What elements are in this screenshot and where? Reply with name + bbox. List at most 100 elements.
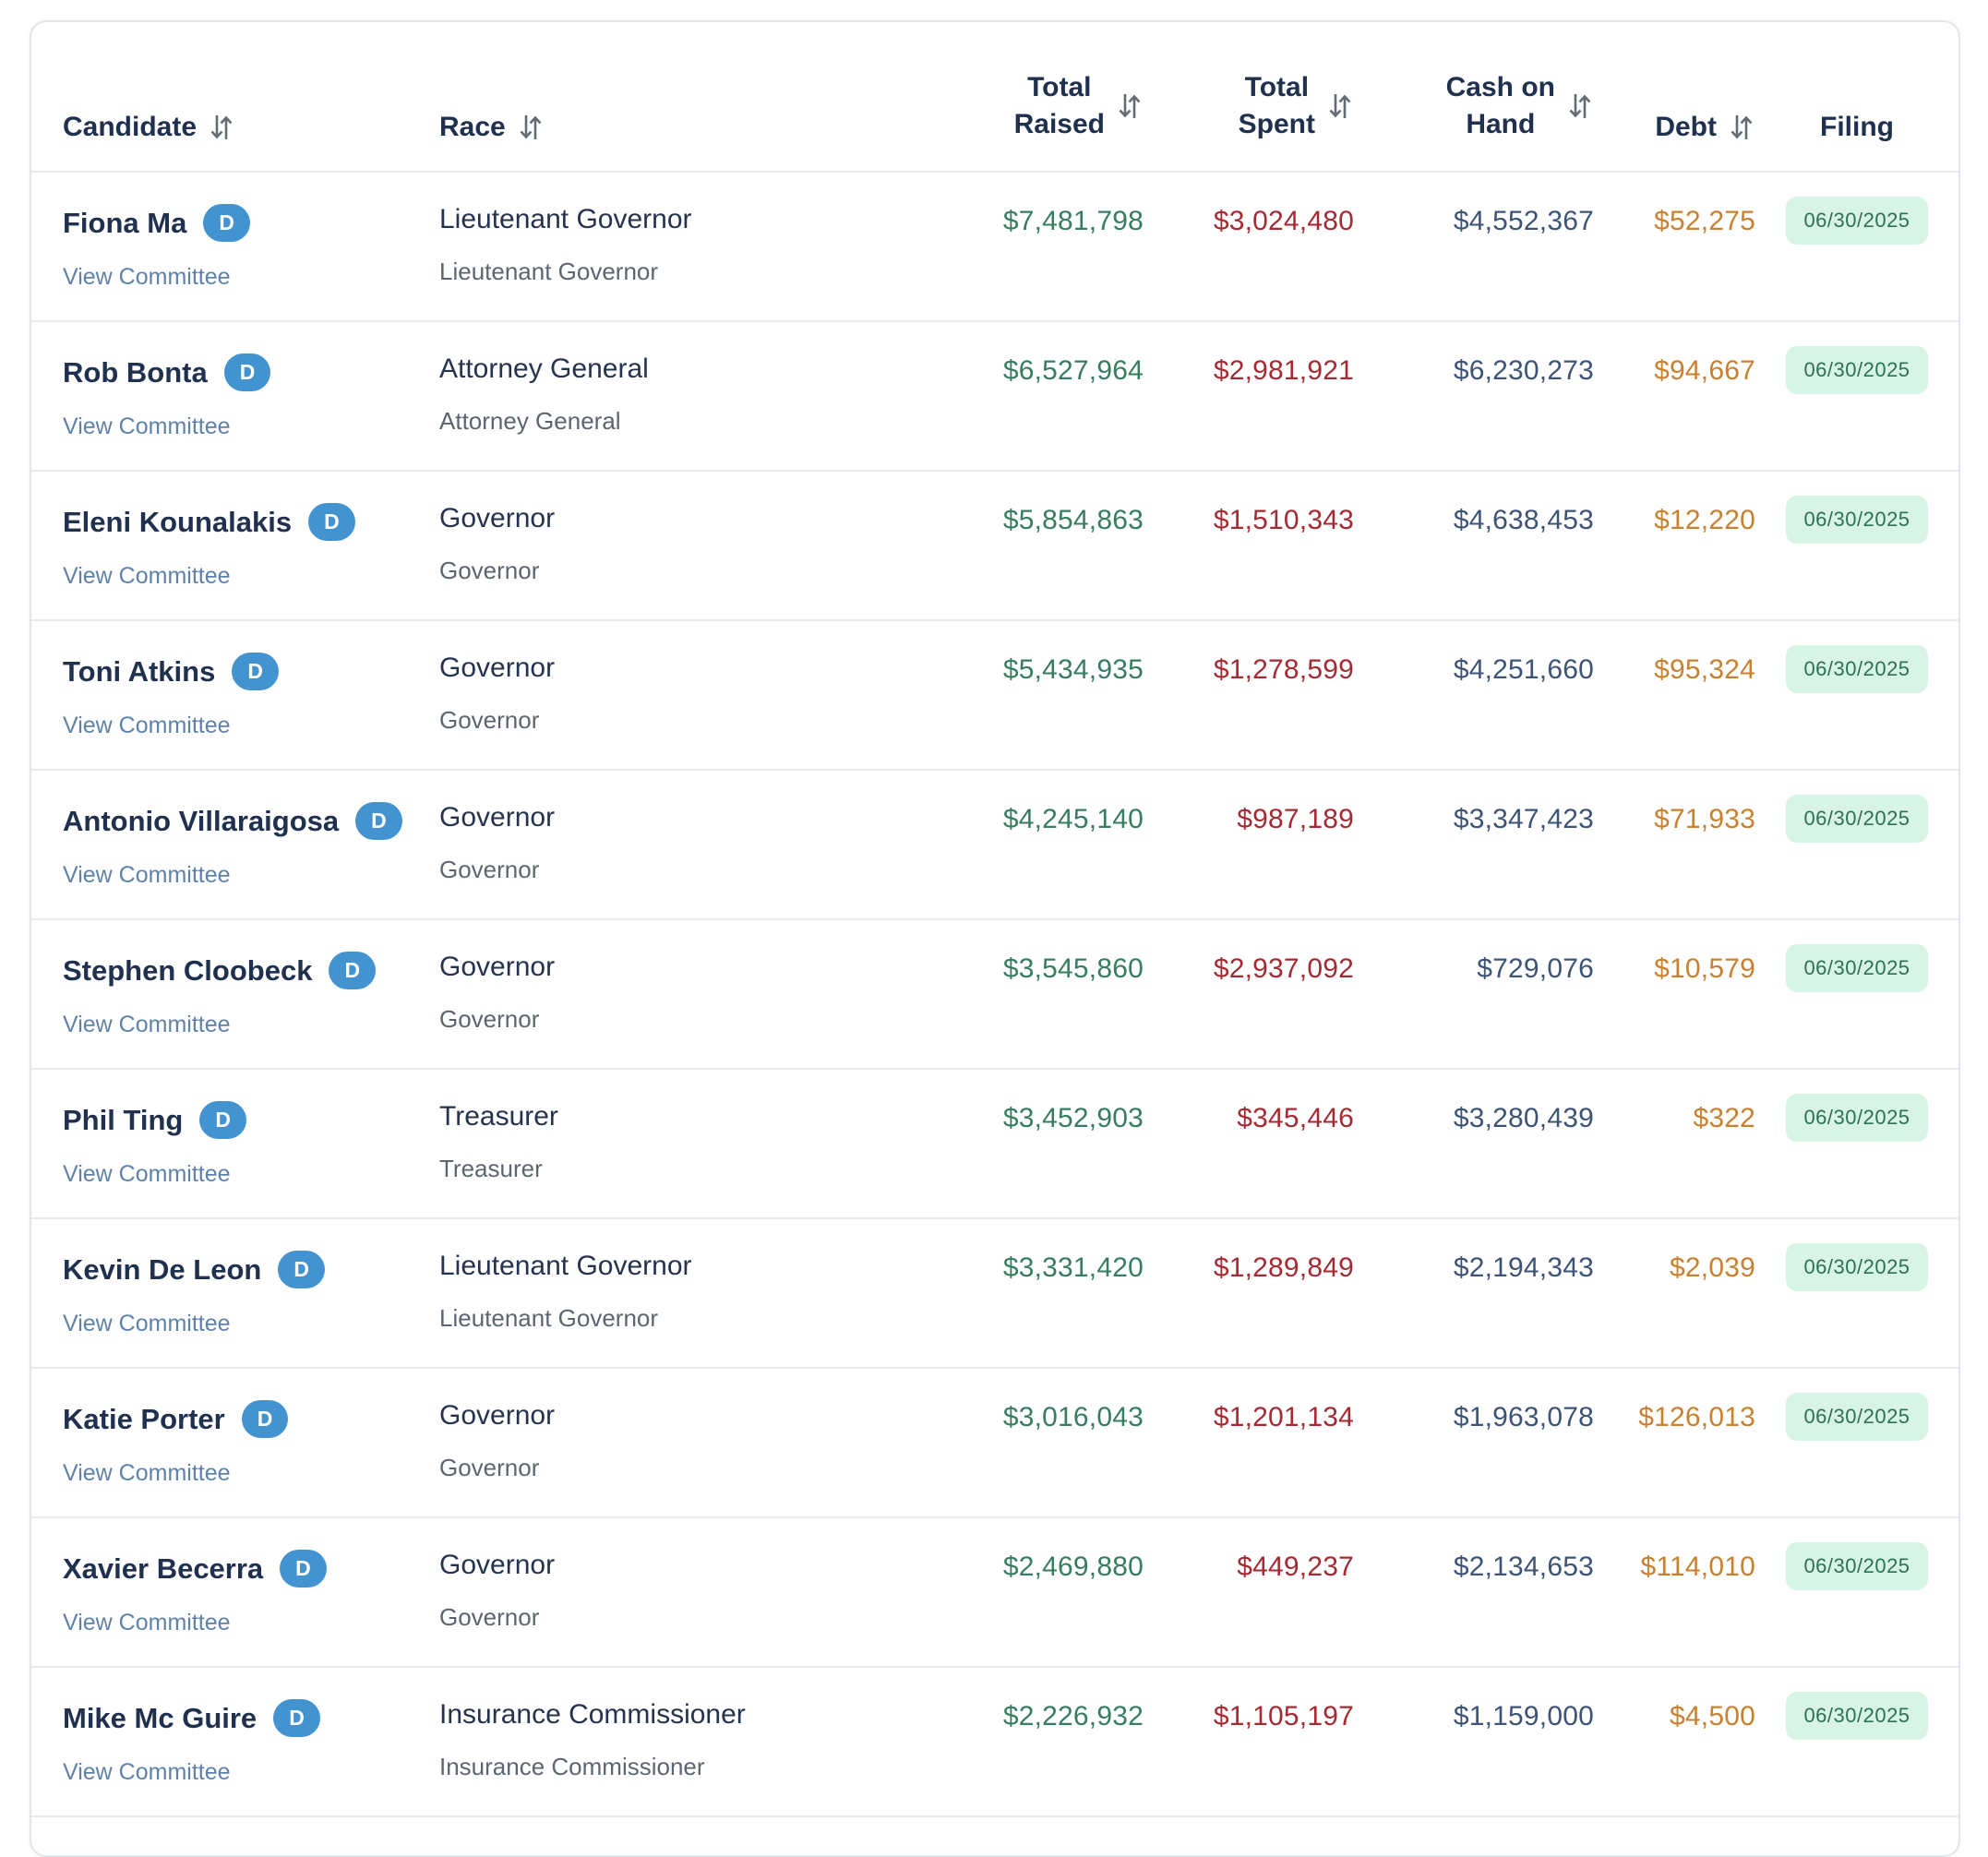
- table-row: Xavier Becerra D View Committee Governor…: [31, 1516, 1958, 1667]
- race-subtitle: Lieutenant Governor: [439, 1304, 659, 1332]
- race-title: Insurance Commissioner: [439, 1699, 746, 1730]
- view-committee-link[interactable]: View Committee: [63, 862, 231, 888]
- cash-on-hand-value: $3,280,439: [1354, 1068, 1594, 1218]
- race-subtitle: Lieutenant Governor: [439, 258, 659, 285]
- candidate-name: Toni Atkins: [63, 654, 216, 688]
- total-raised-value: $3,545,860: [954, 918, 1144, 1069]
- filing-date-badge[interactable]: 06/30/2025: [1786, 1243, 1928, 1291]
- view-committee-link[interactable]: View Committee: [63, 264, 231, 290]
- candidate-name: Katie Porter: [63, 1402, 225, 1435]
- column-header-label: Race: [439, 112, 506, 142]
- column-header-candidate[interactable]: Candidate: [31, 22, 410, 172]
- column-header-cash-on-hand[interactable]: Cash on Hand: [1354, 22, 1594, 172]
- debt-value: $95,324: [1594, 619, 1755, 770]
- total-spent-value: $1,289,849: [1144, 1217, 1354, 1368]
- sort-icon: [1569, 94, 1591, 118]
- race-title: Governor: [439, 802, 556, 833]
- race-subtitle: Treasurer: [439, 1155, 543, 1182]
- candidate-name: Fiona Ma: [63, 206, 187, 239]
- total-raised-value: $5,434,935: [954, 619, 1144, 770]
- cash-on-hand-value: $2,194,343: [1354, 1217, 1594, 1368]
- column-header-race[interactable]: Race: [410, 22, 954, 172]
- table-row: Mike Mc Guire D View Committee Insurance…: [31, 1666, 1958, 1816]
- filing-date-badge[interactable]: 06/30/2025: [1786, 1542, 1928, 1590]
- total-raised-value: $3,016,043: [954, 1367, 1144, 1517]
- view-committee-link[interactable]: View Committee: [63, 1311, 231, 1336]
- cash-on-hand-value: $3,347,423: [1354, 769, 1594, 919]
- view-committee-link[interactable]: View Committee: [63, 1460, 231, 1486]
- race-title: Governor: [439, 503, 556, 533]
- total-spent-value: $1,201,134: [1144, 1367, 1354, 1517]
- column-header-label: Hand: [1466, 109, 1536, 139]
- party-badge: D: [203, 204, 250, 242]
- view-committee-link[interactable]: View Committee: [63, 1759, 231, 1785]
- race-subtitle: Insurance Commissioner: [439, 1753, 705, 1780]
- column-header-label: Filing: [1820, 112, 1894, 142]
- column-header-label: Spent: [1238, 109, 1315, 139]
- party-badge: D: [273, 1699, 320, 1737]
- party-badge: D: [308, 503, 355, 541]
- race-title: Lieutenant Governor: [439, 1251, 692, 1281]
- race-subtitle: Governor: [439, 1454, 540, 1481]
- race-subtitle: Governor: [439, 1005, 540, 1033]
- filing-date-badge[interactable]: 06/30/2025: [1786, 645, 1928, 693]
- view-committee-link[interactable]: View Committee: [63, 563, 231, 589]
- table-row: Fiona Ma D View Committee Lieutenant Gov…: [31, 171, 1958, 321]
- sort-icon: [1119, 94, 1141, 118]
- party-badge: D: [355, 802, 402, 840]
- total-raised-value: $5,854,863: [954, 470, 1144, 620]
- race-title: Governor: [439, 653, 556, 683]
- view-committee-link[interactable]: View Committee: [63, 1012, 231, 1037]
- table-header-row: Candidate Race Total Raised: [31, 22, 1958, 172]
- total-spent-value: $2,981,921: [1144, 320, 1354, 471]
- filing-date-badge[interactable]: 06/30/2025: [1786, 795, 1928, 843]
- debt-value: $71,933: [1594, 769, 1755, 919]
- sort-icon: [520, 115, 542, 139]
- filing-date-badge[interactable]: 06/30/2025: [1786, 496, 1928, 544]
- race-title: Attorney General: [439, 353, 649, 384]
- filing-date-badge[interactable]: 06/30/2025: [1786, 1692, 1928, 1740]
- total-spent-value: $1,510,343: [1144, 470, 1354, 620]
- cash-on-hand-value: $4,251,660: [1354, 619, 1594, 770]
- race-title: Treasurer: [439, 1101, 558, 1132]
- view-committee-link[interactable]: View Committee: [63, 1161, 231, 1187]
- total-raised-value: $3,452,903: [954, 1068, 1144, 1218]
- view-committee-link[interactable]: View Committee: [63, 713, 231, 738]
- column-header-debt[interactable]: Debt: [1594, 22, 1755, 172]
- debt-value: $10,579: [1594, 918, 1755, 1069]
- column-header-total-raised[interactable]: Total Raised: [954, 22, 1144, 172]
- debt-value: $322: [1594, 1068, 1755, 1218]
- candidate-name: Phil Ting: [63, 1103, 184, 1136]
- table-row: Kevin De Leon D View Committee Lieutenan…: [31, 1217, 1958, 1368]
- view-committee-link[interactable]: View Committee: [63, 1610, 231, 1635]
- race-subtitle: Governor: [439, 706, 540, 734]
- filing-date-badge[interactable]: 06/30/2025: [1786, 1393, 1928, 1441]
- table-row: Rob Bonta D View Committee Attorney Gene…: [31, 320, 1958, 471]
- filing-date-badge[interactable]: 06/30/2025: [1786, 197, 1928, 245]
- cash-on-hand-value: $6,230,273: [1354, 320, 1594, 471]
- cash-on-hand-value: $1,159,000: [1354, 1666, 1594, 1816]
- race-title: Lieutenant Governor: [439, 204, 692, 234]
- race-title: Governor: [439, 952, 556, 982]
- column-header-total-spent[interactable]: Total Spent: [1144, 22, 1354, 172]
- sort-icon: [210, 115, 233, 139]
- total-spent-value: $1,278,599: [1144, 619, 1354, 770]
- candidate-name: Xavier Becerra: [63, 1551, 264, 1585]
- view-committee-link[interactable]: View Committee: [63, 413, 231, 439]
- party-badge: D: [223, 353, 271, 391]
- debt-value: $2,039: [1594, 1217, 1755, 1368]
- race-subtitle: Attorney General: [439, 407, 621, 435]
- party-badge: D: [232, 653, 279, 690]
- cash-on-hand-value: $2,134,653: [1354, 1516, 1594, 1667]
- filing-date-badge[interactable]: 06/30/2025: [1786, 944, 1928, 992]
- candidates-table: Candidate Race Total Raised: [31, 22, 1958, 1855]
- debt-value: $4,500: [1594, 1666, 1755, 1816]
- candidate-name: Stephen Cloobeck: [63, 953, 313, 987]
- filing-date-badge[interactable]: 06/30/2025: [1786, 346, 1928, 394]
- column-header-label: Raised: [1013, 109, 1105, 139]
- debt-value: $52,275: [1594, 171, 1755, 321]
- party-badge: D: [280, 1550, 327, 1587]
- table-row: Stephen Cloobeck D View Committee Govern…: [31, 918, 1958, 1069]
- cash-on-hand-value: $729,076: [1354, 918, 1594, 1069]
- filing-date-badge[interactable]: 06/30/2025: [1786, 1094, 1928, 1142]
